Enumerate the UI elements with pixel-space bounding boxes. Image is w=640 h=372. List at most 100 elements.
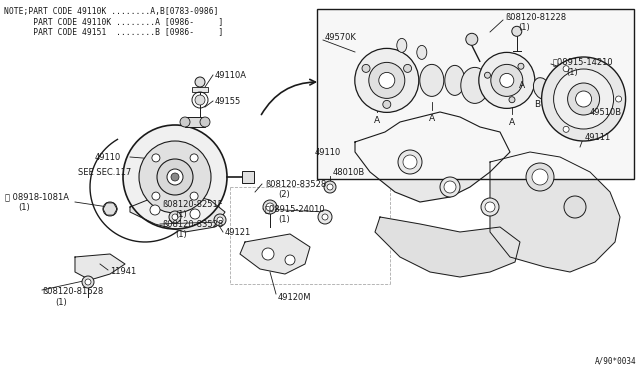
Circle shape	[440, 177, 460, 197]
Circle shape	[123, 125, 227, 229]
Polygon shape	[490, 152, 620, 272]
Circle shape	[263, 200, 277, 214]
Circle shape	[512, 26, 522, 36]
Text: (1): (1)	[175, 209, 187, 218]
Circle shape	[500, 73, 514, 87]
Circle shape	[167, 169, 183, 185]
Text: 49570K: 49570K	[325, 32, 357, 42]
Circle shape	[171, 173, 179, 181]
Text: A/90*0034: A/90*0034	[595, 357, 636, 366]
Circle shape	[466, 33, 478, 45]
Text: A: A	[509, 118, 515, 127]
Text: ß08120-81628: ß08120-81628	[42, 288, 103, 296]
Circle shape	[169, 211, 181, 223]
Text: Ⓦ08915-24010: Ⓦ08915-24010	[265, 205, 326, 214]
Circle shape	[190, 192, 198, 200]
Circle shape	[563, 126, 569, 132]
Text: B: B	[534, 100, 540, 109]
Polygon shape	[240, 234, 310, 274]
Circle shape	[383, 100, 391, 108]
Text: 49121: 49121	[225, 228, 252, 237]
Circle shape	[379, 73, 395, 89]
Text: A: A	[374, 116, 380, 125]
Text: A: A	[429, 114, 435, 123]
Text: 49110: 49110	[315, 148, 341, 157]
Text: 49110A: 49110A	[215, 71, 247, 80]
Circle shape	[262, 248, 274, 260]
Circle shape	[103, 202, 117, 216]
Text: 49111: 49111	[585, 132, 611, 141]
Text: (1): (1)	[518, 22, 530, 32]
Text: Ⓦ08915-14210: Ⓦ08915-14210	[553, 58, 614, 67]
Circle shape	[564, 196, 586, 218]
Circle shape	[200, 117, 210, 127]
Circle shape	[403, 155, 417, 169]
Ellipse shape	[397, 38, 407, 52]
Circle shape	[575, 91, 591, 107]
Text: (1): (1)	[278, 215, 290, 224]
Circle shape	[190, 154, 198, 162]
Circle shape	[195, 95, 205, 105]
Circle shape	[362, 64, 370, 73]
Text: Ⓝ 08918-1081A: Ⓝ 08918-1081A	[5, 192, 69, 202]
Bar	[242, 171, 254, 183]
Circle shape	[324, 181, 336, 193]
Circle shape	[444, 181, 456, 193]
Text: (1): (1)	[18, 202, 29, 212]
Text: PART CODE 49110K ........A [0986-     ]: PART CODE 49110K ........A [0986- ]	[4, 17, 223, 26]
Text: SEE SEC.117: SEE SEC.117	[78, 167, 131, 176]
Circle shape	[398, 150, 422, 174]
Circle shape	[214, 214, 226, 226]
Bar	[185, 117, 205, 127]
Circle shape	[479, 52, 535, 108]
Text: ß08120-81228: ß08120-81228	[505, 13, 566, 22]
Ellipse shape	[548, 85, 565, 106]
Ellipse shape	[533, 78, 550, 99]
Circle shape	[85, 279, 91, 285]
Text: (2): (2)	[278, 189, 290, 199]
Circle shape	[404, 64, 412, 73]
Circle shape	[532, 169, 548, 185]
Circle shape	[318, 210, 332, 224]
Circle shape	[152, 154, 160, 162]
Circle shape	[526, 163, 554, 191]
Ellipse shape	[417, 45, 427, 60]
Circle shape	[518, 63, 524, 69]
Ellipse shape	[461, 67, 489, 103]
Circle shape	[152, 192, 160, 200]
Circle shape	[484, 72, 490, 78]
Text: 49120M: 49120M	[278, 292, 312, 301]
Circle shape	[217, 217, 223, 223]
Text: A: A	[519, 81, 525, 90]
Circle shape	[150, 205, 160, 215]
Circle shape	[327, 184, 333, 190]
Circle shape	[355, 48, 419, 112]
Text: 48010B: 48010B	[333, 167, 365, 176]
Text: (1): (1)	[175, 230, 187, 238]
Bar	[317, 9, 634, 179]
Text: 49155: 49155	[215, 96, 241, 106]
Circle shape	[554, 69, 614, 129]
Text: 49510B: 49510B	[590, 108, 622, 116]
Circle shape	[139, 141, 211, 213]
Circle shape	[491, 64, 523, 96]
Text: PART CODE 49151  ........B [0986-     ]: PART CODE 49151 ........B [0986- ]	[4, 27, 223, 36]
Circle shape	[509, 97, 515, 103]
Ellipse shape	[445, 65, 465, 95]
Text: ß08120-83528: ß08120-83528	[265, 180, 326, 189]
Circle shape	[285, 255, 295, 265]
Circle shape	[266, 203, 274, 211]
Circle shape	[190, 209, 200, 219]
Text: (1): (1)	[566, 67, 578, 77]
Circle shape	[172, 214, 178, 220]
Text: (1): (1)	[55, 298, 67, 307]
Text: 11941: 11941	[110, 267, 136, 276]
Ellipse shape	[420, 64, 444, 96]
Text: 49110: 49110	[95, 153, 121, 161]
Circle shape	[481, 198, 499, 216]
Circle shape	[369, 62, 404, 98]
Polygon shape	[130, 194, 225, 232]
Polygon shape	[355, 112, 510, 202]
Circle shape	[195, 77, 205, 87]
Circle shape	[157, 159, 193, 195]
